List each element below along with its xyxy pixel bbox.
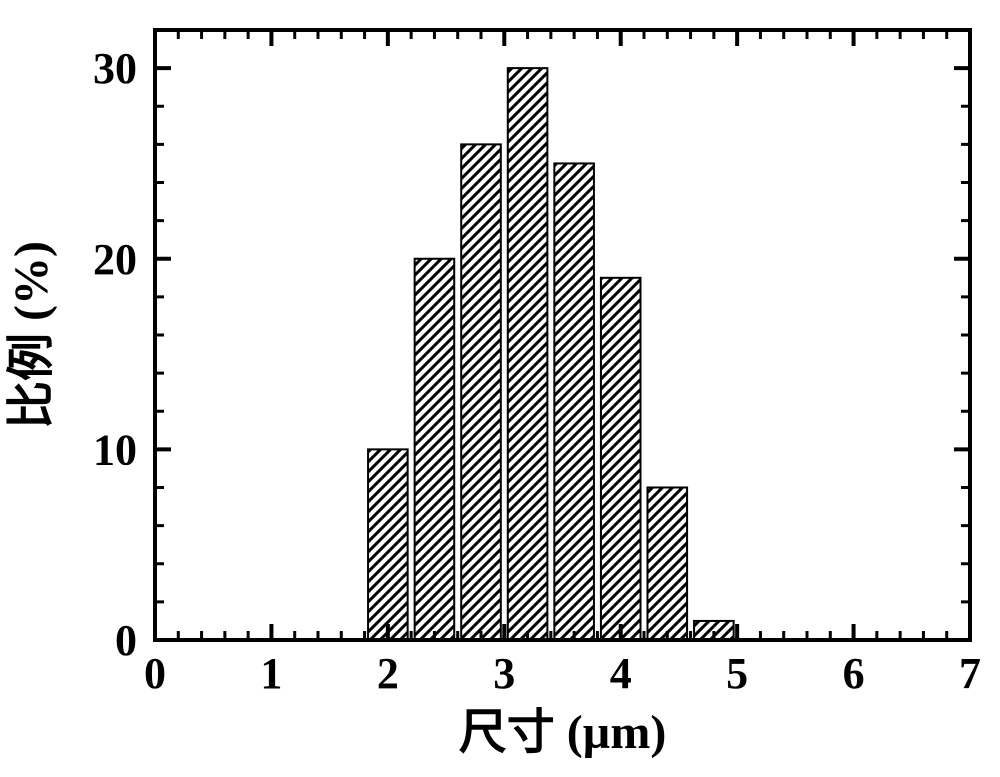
histogram-bar — [601, 278, 641, 640]
histogram-bar — [554, 163, 594, 640]
y-tick-label: 20 — [93, 235, 137, 284]
histogram-bar — [647, 488, 687, 641]
x-tick-label: 3 — [493, 649, 515, 698]
x-tick-label: 5 — [726, 649, 748, 698]
x-tick-label: 2 — [377, 649, 399, 698]
x-tick-label: 4 — [610, 649, 632, 698]
y-axis-label: 比例 (%) — [5, 241, 58, 429]
histogram-bar — [508, 68, 548, 640]
y-tick-label: 30 — [93, 44, 137, 93]
x-tick-label: 0 — [144, 649, 166, 698]
chart-svg: 0 1 2 3 4 5 6 7 0 10 20 30 尺寸 (µm) 比例 (%) — [0, 0, 1000, 777]
histogram-bar — [368, 449, 408, 640]
y-tick-label: 0 — [115, 616, 137, 665]
histogram-bar — [461, 144, 501, 640]
x-tick-label: 1 — [260, 649, 282, 698]
y-tick-label: 10 — [93, 425, 137, 474]
histogram-chart: 0 1 2 3 4 5 6 7 0 10 20 30 尺寸 (µm) 比例 (%) — [0, 0, 1000, 777]
x-axis-label: 尺寸 (µm) — [459, 706, 667, 759]
x-tick-label: 7 — [959, 649, 981, 698]
x-tick-label: 6 — [843, 649, 865, 698]
histogram-bar — [415, 259, 455, 640]
